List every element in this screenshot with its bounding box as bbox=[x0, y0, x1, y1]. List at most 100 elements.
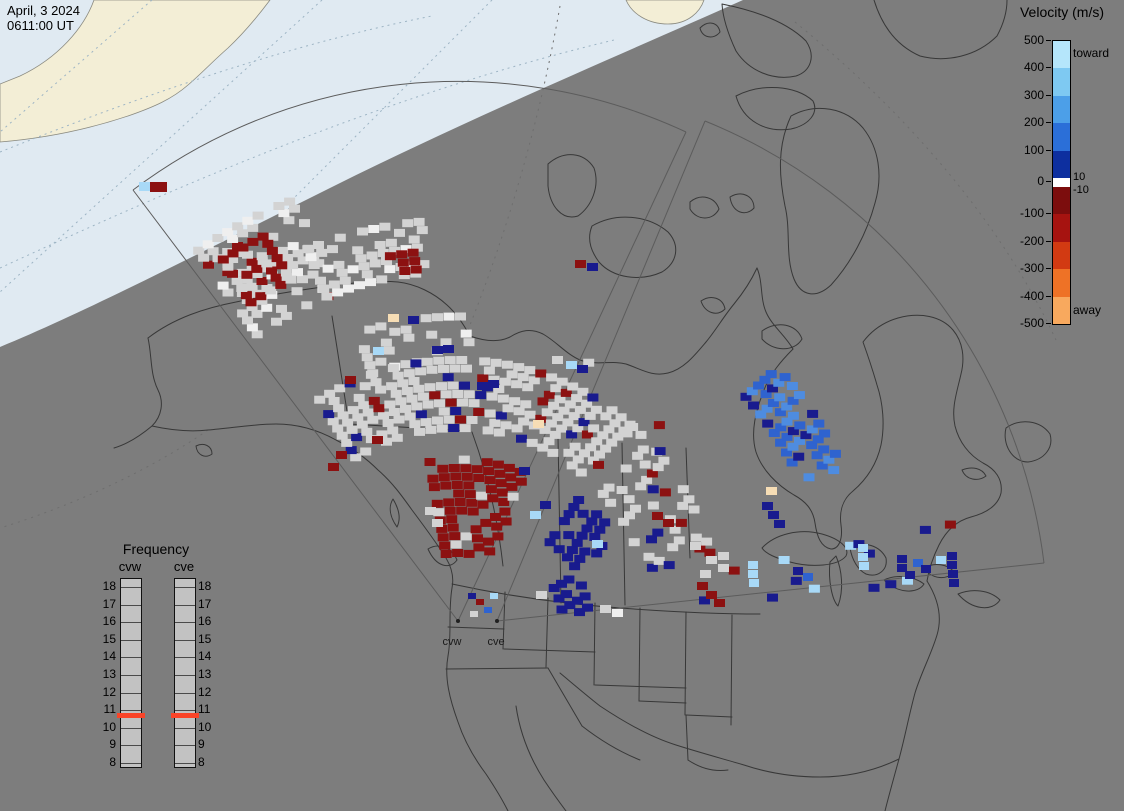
scatter-cell bbox=[409, 257, 421, 266]
scatter-cell bbox=[582, 603, 593, 612]
scatter-cell bbox=[212, 234, 224, 242]
scatter-cell bbox=[623, 495, 635, 504]
scatter-cell bbox=[588, 424, 600, 433]
scatter-cell bbox=[439, 541, 451, 550]
scatter-cell bbox=[251, 270, 263, 278]
scatter-cell bbox=[476, 491, 488, 500]
border-state bbox=[594, 684, 687, 689]
scatter-cell bbox=[492, 532, 504, 541]
scatter-cell bbox=[652, 528, 664, 537]
scatter-cell bbox=[327, 417, 339, 426]
scatter-cell bbox=[513, 363, 525, 372]
radar-fov-lines bbox=[132, 80, 1045, 622]
scatter-cell bbox=[540, 501, 551, 509]
scatter-cell bbox=[748, 570, 758, 578]
scatter-cell bbox=[450, 407, 462, 415]
scatter-cell bbox=[669, 525, 681, 534]
day-landmass bbox=[0, 0, 271, 143]
scatter-cell bbox=[436, 424, 448, 433]
scatter-cell bbox=[328, 397, 340, 405]
scatter-cell bbox=[897, 564, 907, 572]
scatter-cell bbox=[479, 357, 491, 366]
scatter-cell bbox=[740, 392, 752, 401]
scatter-cell bbox=[292, 268, 303, 277]
scatter-cell bbox=[415, 410, 427, 419]
scatter-cell bbox=[476, 599, 484, 605]
scatter-cell bbox=[242, 216, 254, 225]
scatter-cell bbox=[347, 265, 359, 274]
scatter-cell bbox=[587, 263, 598, 271]
scatter-cell bbox=[535, 414, 547, 423]
scatter-cell bbox=[480, 518, 492, 527]
timestamp-block: April, 3 2024 0611:00 UT bbox=[7, 3, 80, 33]
island-banks bbox=[547, 154, 597, 218]
scatter-cell bbox=[358, 262, 370, 271]
scatter-cell bbox=[458, 455, 470, 464]
island-haida-gwaii bbox=[389, 498, 400, 528]
island-victoria bbox=[589, 216, 677, 278]
island-devon bbox=[735, 87, 816, 131]
scatter-cell bbox=[575, 260, 586, 268]
scatter-cell bbox=[347, 406, 359, 415]
scatter-cell bbox=[913, 559, 923, 567]
scatter-cell bbox=[561, 590, 572, 599]
graticule-line bbox=[794, 21, 1057, 341]
scatter-cell bbox=[289, 204, 300, 213]
scatter-cell bbox=[492, 460, 504, 469]
scatter-cell bbox=[242, 250, 253, 259]
scatter-cell bbox=[428, 483, 440, 492]
scatter-cell bbox=[375, 385, 387, 394]
scatter-cell bbox=[237, 309, 249, 318]
scatter-cell bbox=[427, 474, 439, 483]
scatter-cell bbox=[358, 345, 370, 354]
scatter-cell bbox=[360, 447, 372, 456]
scatter-cell bbox=[568, 503, 580, 511]
scatter-cell bbox=[641, 475, 653, 484]
scatter-cell bbox=[400, 245, 412, 254]
scatter-cell bbox=[278, 209, 290, 218]
island-axel-heiberg bbox=[699, 22, 721, 38]
coastline-labrador bbox=[897, 314, 1002, 582]
scatter-cell bbox=[768, 511, 779, 519]
scatter-cell bbox=[352, 413, 364, 422]
scatter-cell bbox=[774, 408, 786, 417]
scatter-cell bbox=[227, 269, 238, 278]
scatter-cell bbox=[432, 346, 443, 354]
scatter-cell bbox=[240, 291, 252, 300]
scatter-cell bbox=[266, 266, 277, 275]
scatter-cell bbox=[388, 408, 400, 416]
scatter-cell bbox=[397, 379, 409, 388]
scatter-cell bbox=[500, 421, 512, 430]
scatter-cell bbox=[416, 226, 428, 235]
scatter-cell bbox=[381, 437, 392, 446]
fov-arc-cve bbox=[704, 120, 1045, 564]
island-ellesmere bbox=[721, 3, 812, 78]
scatter-cell bbox=[297, 256, 309, 265]
scatter-cell bbox=[356, 420, 368, 429]
scatter-cell bbox=[401, 387, 413, 395]
scatter-cell bbox=[858, 544, 868, 552]
scatter-cell bbox=[632, 451, 644, 460]
scatter-cell bbox=[432, 313, 443, 322]
scatter-cell bbox=[382, 419, 394, 427]
scatter-cell bbox=[556, 579, 567, 588]
scatter-cell bbox=[549, 430, 561, 439]
graticule-line bbox=[0, 429, 209, 529]
scatter-cell bbox=[616, 486, 628, 494]
scatter-cell bbox=[483, 366, 495, 375]
scatter-cell bbox=[603, 425, 615, 434]
scatter-cell bbox=[793, 452, 805, 461]
scatter-cell bbox=[566, 430, 578, 439]
scatter-cell bbox=[332, 424, 344, 433]
scatter-cell bbox=[948, 570, 958, 578]
scatter-cell bbox=[581, 430, 593, 439]
scatter-cell bbox=[628, 538, 640, 547]
border-yukon bbox=[331, 315, 350, 425]
scatter-cell bbox=[905, 571, 915, 579]
border-state bbox=[447, 626, 505, 630]
scatter-cell bbox=[635, 430, 647, 439]
island-somerset bbox=[729, 193, 755, 214]
scatter-cell bbox=[468, 399, 480, 408]
border-state bbox=[687, 759, 729, 771]
